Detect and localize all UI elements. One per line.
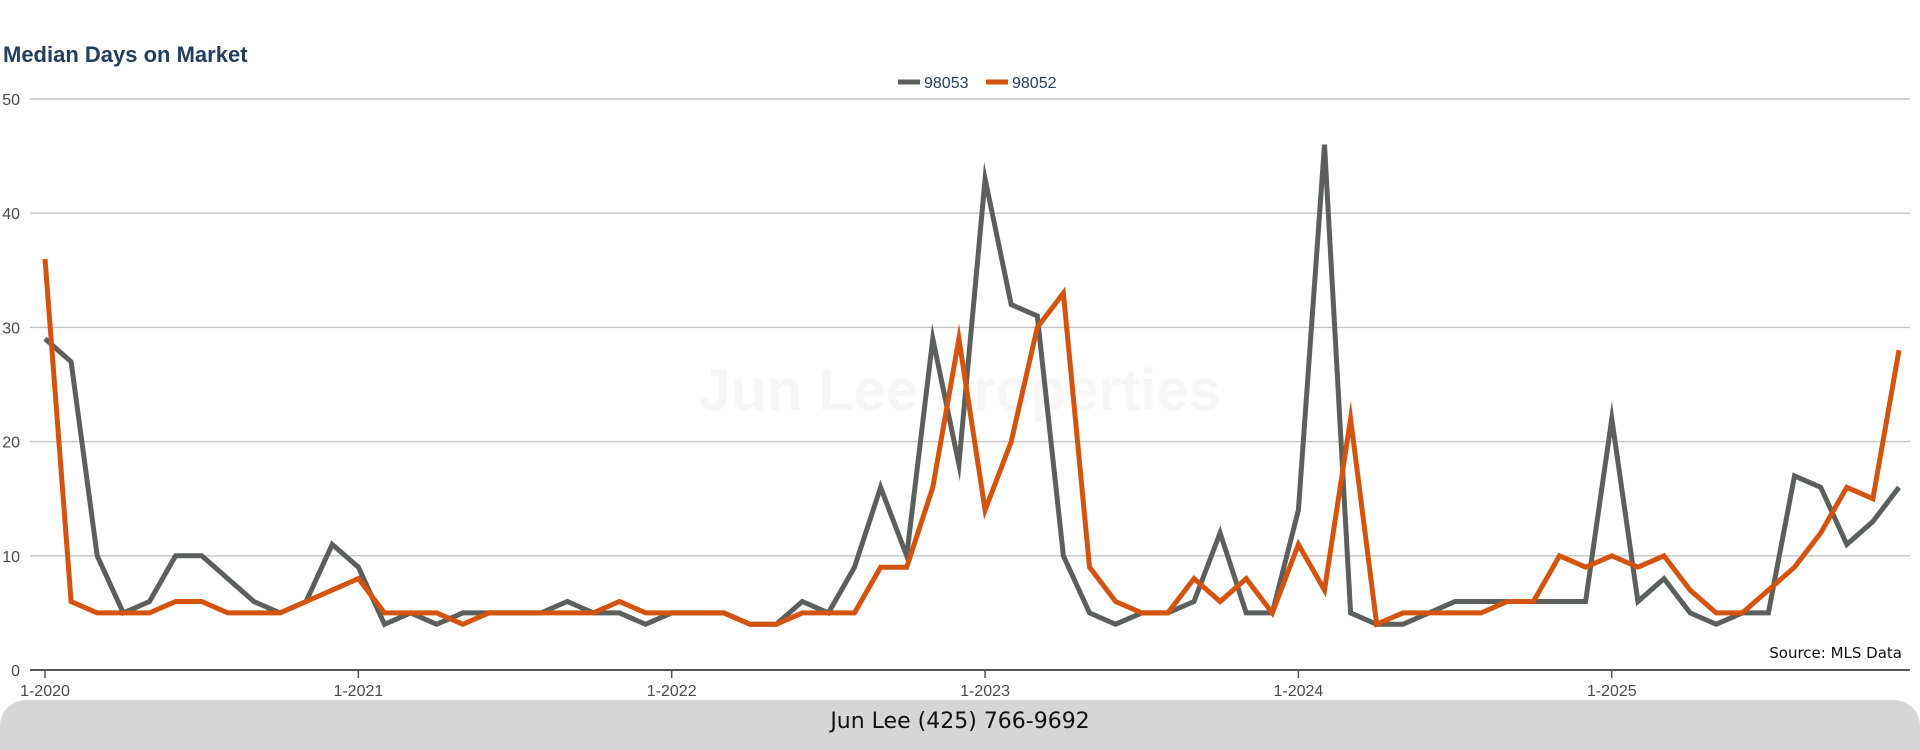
legend-label: 98053 [924,75,969,92]
y-tick-label: 0 [11,663,20,680]
footer-bar: Jun Lee (425) 766-9692 [0,700,1920,750]
y-tick-label: 10 [2,549,20,566]
source-note: Source: MLS Data [1769,644,1902,662]
series-line-98052 [42,258,1902,628]
x-tick-label: 1-2021 [333,683,383,700]
chart-title: Median Days on Market [3,42,248,67]
x-tick-label: 1-2023 [960,683,1010,700]
y-tick-label: 40 [2,206,20,223]
x-tick-label: 1-2022 [647,683,697,700]
x-tick-label: 1-2024 [1273,683,1323,700]
footer-contact: Jun Lee (425) 766-9692 [830,708,1090,734]
watermark: Jun Lee Properties [699,358,1221,423]
line-chart: Jun Lee Properties 0 10 20 30 40 50 1-2020 1-2… [2,75,1910,700]
y-tick-label: 50 [2,92,20,109]
x-tick-label: 1-2025 [1587,683,1637,700]
y-tick-label: 30 [2,320,20,337]
y-tick-label: 20 [2,435,20,452]
series-line-98053 [43,144,1901,628]
x-tick-label: 1-2020 [20,683,70,700]
legend-label: 98052 [1012,75,1057,92]
